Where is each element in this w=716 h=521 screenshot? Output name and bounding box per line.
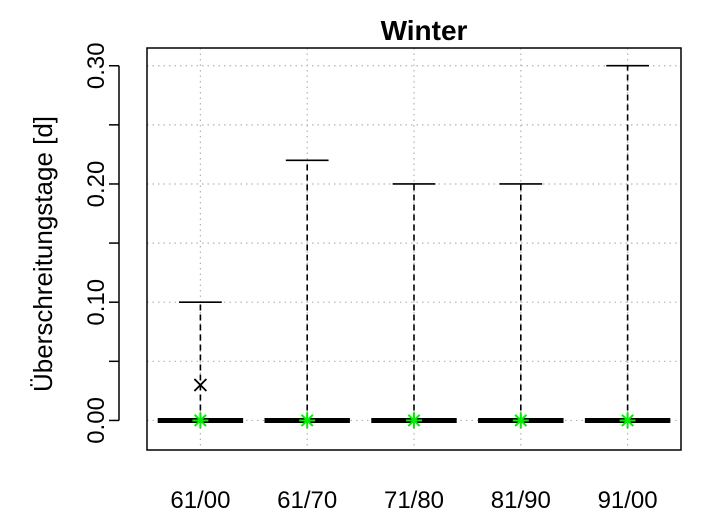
mean-marker bbox=[192, 412, 209, 429]
box-91-00 bbox=[584, 64, 671, 429]
box-series bbox=[157, 64, 671, 429]
mean-marker-stroke bbox=[407, 414, 421, 427]
mean-marker-stroke bbox=[514, 414, 528, 427]
y-axis-label: Überschreitungstage [d] bbox=[28, 116, 58, 392]
mean-marker bbox=[512, 412, 529, 429]
x-tick-label: 61/00 bbox=[170, 487, 230, 514]
x-tick-label: 91/00 bbox=[598, 487, 658, 514]
y-tick-label: 0.10 bbox=[83, 279, 110, 326]
y-tick-label: 0.20 bbox=[83, 161, 110, 208]
box-81-90 bbox=[478, 183, 564, 429]
box-71-80 bbox=[371, 183, 457, 429]
y-axis: 0.00 0.10 0.20 0.30 bbox=[83, 42, 120, 444]
mean-marker-stroke bbox=[194, 414, 207, 427]
x-tick-label: 71/80 bbox=[384, 487, 444, 514]
mean-marker bbox=[406, 412, 422, 429]
x-tick-labels: 61/00 61/70 71/80 81/90 91/00 bbox=[170, 487, 657, 514]
chart-title: Winter bbox=[381, 15, 468, 46]
x-tick-label: 81/90 bbox=[491, 487, 551, 514]
box-61-00 bbox=[157, 301, 244, 429]
mean-marker-stroke bbox=[621, 414, 634, 427]
box-61-70 bbox=[264, 159, 350, 429]
outlier-marker bbox=[193, 378, 208, 392]
y-tick-label: 0.00 bbox=[83, 397, 110, 444]
mean-marker bbox=[619, 412, 636, 429]
outlier-stroke bbox=[193, 378, 208, 392]
plot-frame bbox=[146, 47, 682, 451]
mean-marker-stroke bbox=[300, 414, 314, 427]
x-tick-label: 61/70 bbox=[277, 487, 337, 514]
y-tick-label: 0.30 bbox=[83, 42, 110, 89]
mean-marker bbox=[299, 412, 316, 429]
